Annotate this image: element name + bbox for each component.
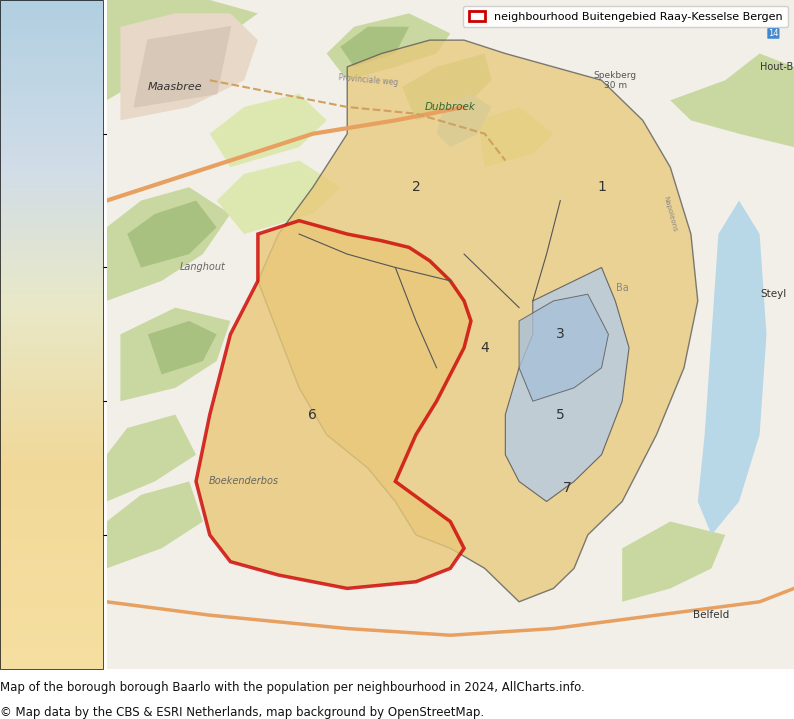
Text: Ba: Ba bbox=[616, 283, 629, 293]
Polygon shape bbox=[519, 294, 608, 401]
Polygon shape bbox=[134, 27, 230, 107]
Polygon shape bbox=[437, 93, 491, 147]
Text: 4: 4 bbox=[480, 341, 489, 354]
Polygon shape bbox=[698, 201, 766, 535]
Text: Belfeld: Belfeld bbox=[693, 610, 730, 620]
Polygon shape bbox=[326, 14, 450, 81]
Text: 14: 14 bbox=[768, 29, 779, 38]
Polygon shape bbox=[622, 521, 725, 602]
Polygon shape bbox=[217, 160, 341, 234]
Polygon shape bbox=[196, 221, 471, 588]
Polygon shape bbox=[106, 482, 203, 568]
Polygon shape bbox=[121, 308, 230, 401]
Polygon shape bbox=[210, 93, 326, 168]
Polygon shape bbox=[478, 107, 553, 168]
Polygon shape bbox=[148, 321, 217, 375]
Polygon shape bbox=[127, 201, 217, 267]
Text: Map of the borough borough Baarlo with the population per neighbourhood in 2024,: Map of the borough borough Baarlo with t… bbox=[0, 682, 584, 695]
Text: Maasbree: Maasbree bbox=[148, 82, 202, 92]
Polygon shape bbox=[106, 187, 230, 301]
Text: Steyl: Steyl bbox=[760, 289, 787, 299]
Text: 2: 2 bbox=[411, 180, 420, 194]
Text: 7: 7 bbox=[563, 481, 572, 495]
Text: 1: 1 bbox=[597, 180, 606, 194]
Text: 3: 3 bbox=[556, 327, 565, 342]
Text: © Map data by the CBS & ESRI Netherlands, map background by OpenStreetMap.: © Map data by the CBS & ESRI Netherlands… bbox=[0, 706, 484, 719]
Text: Langhout: Langhout bbox=[180, 262, 225, 273]
Polygon shape bbox=[258, 40, 698, 602]
Text: Hout-B: Hout-B bbox=[760, 62, 793, 72]
Polygon shape bbox=[121, 14, 258, 120]
Text: Provinciale weg: Provinciale weg bbox=[337, 73, 398, 87]
Text: Napoleons: Napoleons bbox=[663, 196, 678, 232]
Text: 5: 5 bbox=[556, 408, 565, 421]
Polygon shape bbox=[341, 27, 409, 67]
Polygon shape bbox=[670, 53, 794, 147]
Legend: neighbourhood Buitengebied Raay-Kesselse Bergen: neighbourhood Buitengebied Raay-Kesselse… bbox=[463, 6, 788, 27]
Polygon shape bbox=[106, 415, 196, 502]
Text: Boekenderbos: Boekenderbos bbox=[209, 477, 279, 487]
Polygon shape bbox=[403, 53, 491, 120]
Polygon shape bbox=[505, 267, 629, 502]
Text: 6: 6 bbox=[308, 408, 318, 421]
Polygon shape bbox=[106, 0, 258, 101]
Text: Spekberg
30 m: Spekberg 30 m bbox=[594, 70, 637, 90]
Text: Dubbroek: Dubbroek bbox=[425, 102, 476, 112]
